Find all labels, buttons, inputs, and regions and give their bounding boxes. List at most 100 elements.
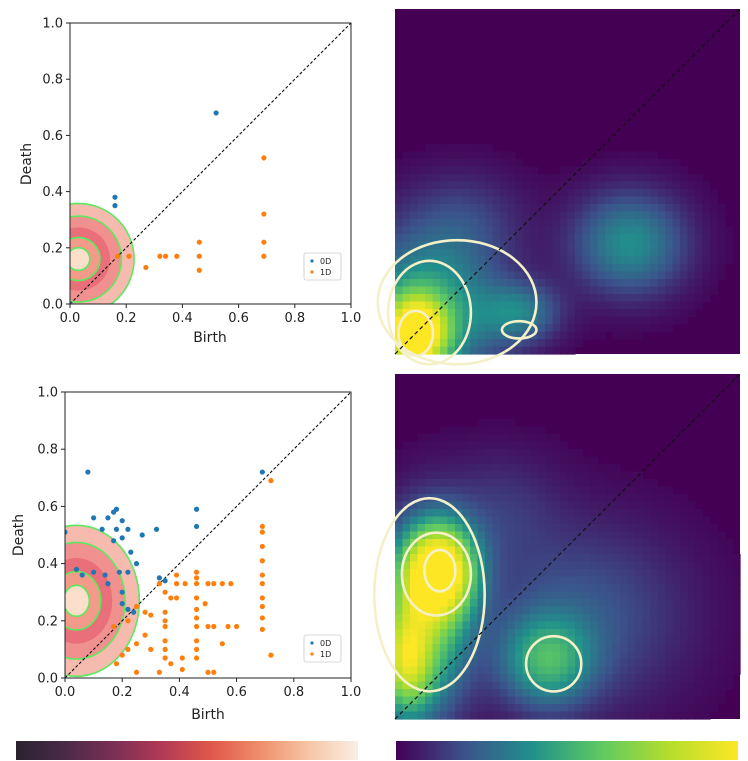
y-tick-label: 0.0 [37,672,58,687]
heatmap-cell [530,569,539,578]
heatmap-cell [477,471,486,480]
point-0d [73,566,80,572]
heatmap-cell [657,196,666,205]
heatmap-cell [695,636,704,645]
heatmap-cell [695,621,704,630]
heatmap-cell [567,174,576,183]
heatmap-cell [605,539,614,548]
heatmap-cell [447,539,456,548]
heatmap-cell [455,181,464,190]
heatmap-cell [485,441,494,450]
heatmap-cell [575,324,584,333]
heatmap-cell [620,181,629,190]
heatmap-cell [582,659,591,668]
heatmap-cell [402,211,411,220]
heatmap-cell [402,524,411,533]
heatmap-cell [470,166,479,175]
heatmap-cell [545,174,554,183]
heatmap-cell [687,301,696,310]
heatmap-cell [710,256,719,265]
heatmap-cell [687,704,696,713]
heatmap-cell [575,226,584,235]
heatmap-cell [687,256,696,265]
point-0d [105,515,111,521]
heatmap-cell [492,509,501,518]
legend: 0D 1D [303,634,342,663]
heatmap-cell [545,464,554,473]
heatmap-cell [402,681,411,690]
heatmap-cell [597,211,606,220]
heatmap-cell [552,471,561,480]
heatmap-cell [522,599,531,608]
heatmap-cell [470,449,479,458]
point-0d [259,469,265,475]
heatmap-cell [665,249,674,258]
heatmap-cell [620,196,629,205]
point-1d [205,623,211,630]
heatmap-cell [590,479,599,488]
heatmap-cell [672,211,681,220]
heatmap-cell [717,204,726,213]
heatmap-cell [620,576,629,585]
heatmap-cell [395,166,404,175]
heatmap-cell [612,324,621,333]
heatmap-cell [665,689,674,698]
heatmap-cell [560,584,569,593]
heatmap-cell [687,689,696,698]
heatmap-cell [717,606,726,615]
heatmap-cell [485,554,494,563]
heatmap-cell [680,516,689,525]
heatmap-cell [620,704,629,713]
heatmap-cell [650,711,659,720]
heatmap-cell [500,346,509,355]
heatmap-cell [582,294,591,303]
heatmap-cell [665,561,674,570]
heatmap-cell [627,501,636,510]
heatmap-cell [440,441,449,450]
heatmap-cell [702,196,711,205]
heatmap-cell [410,659,419,668]
heatmap-cell [402,234,411,243]
heatmap-cell [417,271,426,280]
heatmap-cell [717,629,726,638]
heatmap-cell [597,689,606,698]
heatmap-cell [560,501,569,510]
heatmap-cell [395,599,404,608]
heatmap-cell [710,226,719,235]
heatmap-cell [680,196,689,205]
heatmap-cell [485,426,494,435]
heatmap-cell [485,234,494,243]
heatmap-cell [560,524,569,533]
heatmap-cell [552,599,561,608]
heatmap-cell [530,196,539,205]
heatmap-cell [657,204,666,213]
point-0d [119,518,125,524]
heatmap-cell [627,234,636,243]
heatmap-cell [635,659,644,668]
heatmap-cell [582,249,591,258]
heatmap-cell [635,226,644,235]
heatmap-cell [522,674,531,683]
heatmap-cell [597,539,606,548]
heatmap-cell [410,614,419,623]
heatmap-cell [560,636,569,645]
heatmap-cell [530,606,539,615]
heatmap-cell [515,441,524,450]
heatmap-cell [590,464,599,473]
heatmap-cell [440,234,449,243]
heatmap-cell [500,181,509,190]
point-1d [125,646,131,653]
heatmap-cell [642,629,651,638]
heatmap-cell [665,241,674,250]
heatmap-cell [530,486,539,495]
heatmap-cell [432,271,441,280]
heatmap-cell [657,576,666,585]
heatmap-cell [477,339,486,348]
heatmap-cell [612,479,621,488]
heatmap-cell [522,516,531,525]
heatmap-cell [627,331,636,340]
heatmap-cell [402,464,411,473]
heatmap-cell [702,531,711,540]
heatmap-cell [657,689,666,698]
heatmap-cell [447,704,456,713]
